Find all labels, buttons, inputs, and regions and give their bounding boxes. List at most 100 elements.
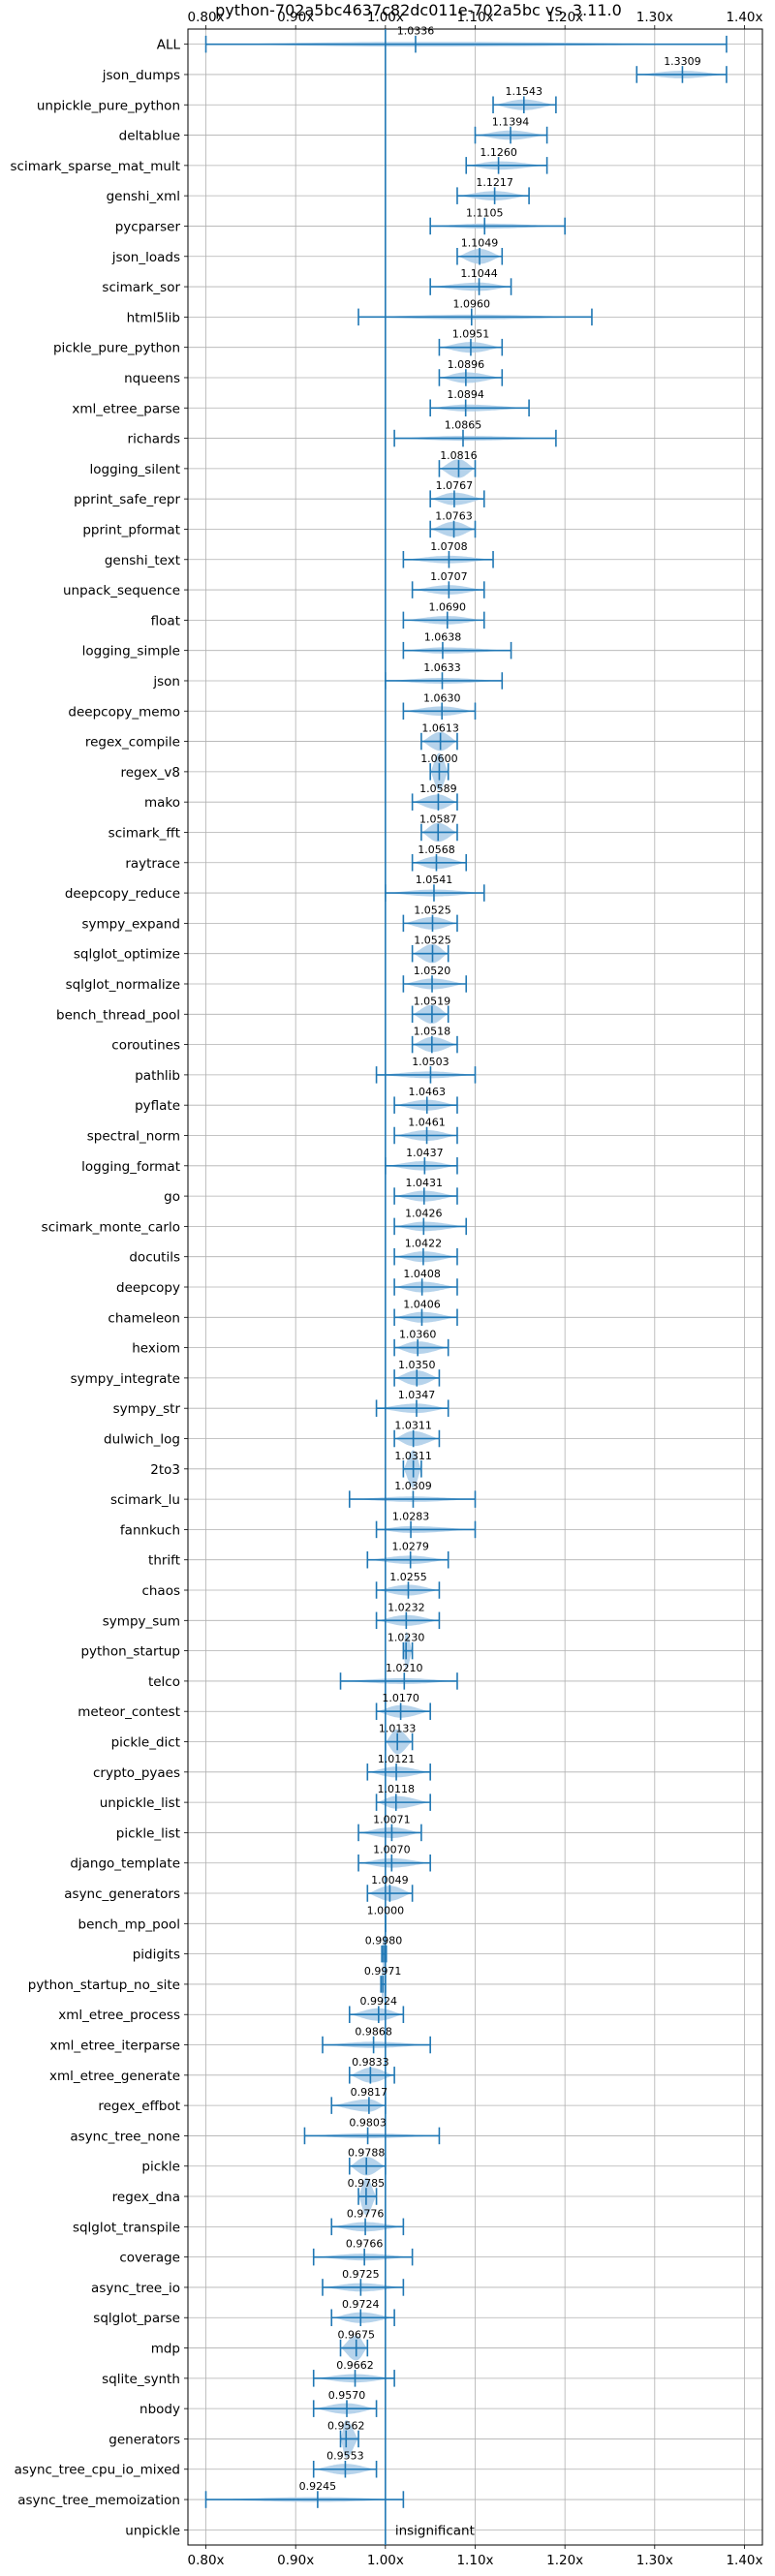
benchmark-label: deepcopy_reduce: [65, 886, 180, 902]
benchmark-label: unpickle: [125, 2523, 180, 2538]
benchmark-label: bench_mp_pool: [78, 1917, 180, 1932]
benchmark-label: sqlglot_optimize: [74, 947, 180, 963]
mean-value-label: 1.3309: [664, 55, 701, 68]
mean-value-label: 0.9725: [342, 2268, 380, 2281]
mean-value-label: 1.1217: [476, 176, 513, 189]
benchmark-label: json_dumps: [102, 68, 180, 83]
mean-value-label: 1.0894: [447, 388, 484, 401]
mean-value-label: 1.0519: [414, 995, 451, 1007]
benchmark-label: sympy_str: [113, 1401, 181, 1417]
benchmark-label: pickle: [141, 2160, 180, 2175]
benchmark-label: mako: [144, 795, 180, 811]
mean-value-label: 0.9980: [365, 1935, 403, 1947]
mean-value-label: 1.0613: [421, 722, 459, 735]
benchmark-label: unpack_sequence: [63, 583, 180, 598]
benchmark-label: regex_v8: [120, 765, 180, 781]
mean-value-label: 1.0437: [406, 1147, 444, 1159]
mean-value-label: 1.1049: [461, 237, 499, 250]
benchmark-label: sqlglot_normalize: [66, 977, 180, 993]
mean-value-label: 1.0311: [394, 1450, 432, 1462]
benchmark-label: scimark_sparse_mat_mult: [11, 159, 180, 174]
x-tick-label-top: 1.10x: [456, 10, 493, 25]
benchmark-label: float: [151, 613, 180, 629]
mean-value-label: 1.0951: [452, 328, 490, 341]
chart-title: python-702a5bc4637c82dc011e-702a5bc vs. …: [215, 1, 622, 19]
benchmark-label: sympy_sum: [103, 1613, 180, 1629]
mean-value-label: 1.0865: [445, 419, 482, 432]
benchmark-label: deltablue: [119, 129, 180, 144]
mean-value-label: 1.1105: [466, 206, 504, 219]
benchmark-label: deepcopy_memo: [68, 704, 180, 720]
mean-value-label: 1.0000: [367, 1904, 405, 1917]
mean-value-label: 1.0426: [405, 1207, 443, 1219]
benchmark-label: async_tree_io: [91, 2281, 180, 2296]
mean-value-label: 1.1394: [492, 116, 530, 129]
mean-value-label: 1.0630: [423, 691, 461, 704]
benchmark-label: nbody: [140, 2402, 180, 2417]
benchmark-label: pycparser: [115, 219, 181, 234]
benchmark-label: scimark_fft: [108, 825, 180, 841]
benchmark-label: pprint_safe_repr: [74, 492, 180, 507]
benchmark-label: generators: [108, 2432, 180, 2447]
benchmark-label: django_template: [70, 1856, 180, 1872]
x-tick-label-top: 0.90x: [277, 10, 314, 25]
benchmark-label: html5lib: [127, 310, 180, 325]
benchmark-label: python_startup_no_site: [28, 1978, 180, 1993]
mean-value-label: 0.9971: [364, 1965, 402, 1978]
benchmark-label: pathlib: [135, 1068, 180, 1084]
mean-value-label: 0.9570: [328, 2389, 366, 2402]
insignificant-label: insignificant: [395, 2523, 475, 2538]
mean-value-label: 1.1260: [480, 146, 517, 159]
benchmark-label: nqueens: [124, 371, 180, 386]
mean-value-label: 0.9803: [349, 2116, 387, 2129]
x-tick-label-bottom: 1.40x: [726, 2553, 762, 2568]
x-tick-label-bottom: 0.80x: [188, 2553, 225, 2568]
plot-frame: [187, 28, 763, 2546]
mean-value-label: 0.9868: [355, 2026, 392, 2039]
benchmark-label: richards: [128, 432, 180, 447]
benchmark-label: sqlite_synth: [102, 2372, 180, 2387]
mean-value-label: 1.0707: [430, 570, 468, 583]
benchmark-label: pickle_pure_python: [53, 341, 180, 356]
mean-value-label: 1.0408: [403, 1268, 441, 1280]
benchmark-label: pickle_dict: [111, 1735, 180, 1751]
mean-value-label: 0.9553: [326, 2450, 364, 2463]
mean-value-label: 1.0071: [373, 1813, 411, 1825]
mean-value-label: 1.0336: [397, 25, 435, 38]
benchmark-label: xml_etree_iterparse: [50, 2039, 181, 2054]
benchmark-label: sqlglot_transpile: [73, 2220, 180, 2235]
mean-value-label: 1.0431: [406, 1177, 444, 1189]
mean-value-label: 1.0633: [423, 661, 461, 674]
mean-value-label: 1.0503: [412, 1056, 450, 1068]
benchmark-label: async_tree_cpu_io_mixed: [15, 2463, 180, 2478]
benchmark-label: sympy_integrate: [71, 1371, 180, 1387]
benchmark-label: regex_compile: [85, 735, 180, 751]
mean-value-label: 1.0568: [418, 843, 455, 856]
mean-value-label: 1.0118: [378, 1783, 416, 1795]
mean-value-label: 0.9245: [299, 2480, 337, 2493]
mean-value-label: 0.9785: [348, 2177, 386, 2190]
benchmark-label: scimark_lu: [110, 1492, 180, 1508]
x-tick-label-top: 1.30x: [636, 10, 673, 25]
mean-value-label: 1.0309: [394, 1480, 432, 1492]
benchmark-label: regex_effbot: [98, 2099, 180, 2114]
benchmark-label: pprint_pformat: [82, 522, 180, 537]
benchmark-label: sqlglot_parse: [93, 2311, 180, 2326]
benchmark-label: regex_dna: [112, 2190, 180, 2205]
x-tick-label-top: 1.20x: [546, 10, 583, 25]
mean-value-label: 1.0520: [414, 965, 451, 977]
benchmark-label: scimark_monte_carlo: [42, 1219, 180, 1235]
mean-value-label: 0.9675: [337, 2329, 375, 2342]
benchmark-label: 2to3: [150, 1462, 180, 1478]
mean-value-label: 1.0708: [430, 540, 468, 553]
mean-value-label: 0.9662: [336, 2359, 374, 2372]
mean-value-label: 1.0279: [391, 1541, 429, 1553]
mean-value-label: 1.0070: [373, 1844, 411, 1856]
benchmark-label: pyflate: [135, 1098, 180, 1114]
mean-value-label: 1.0816: [440, 449, 478, 462]
mean-value-label: 1.0587: [419, 813, 457, 825]
mean-value-label: 1.0230: [388, 1632, 425, 1644]
benchmark-label: chaos: [141, 1583, 180, 1599]
mean-value-label: 1.0525: [414, 904, 451, 916]
